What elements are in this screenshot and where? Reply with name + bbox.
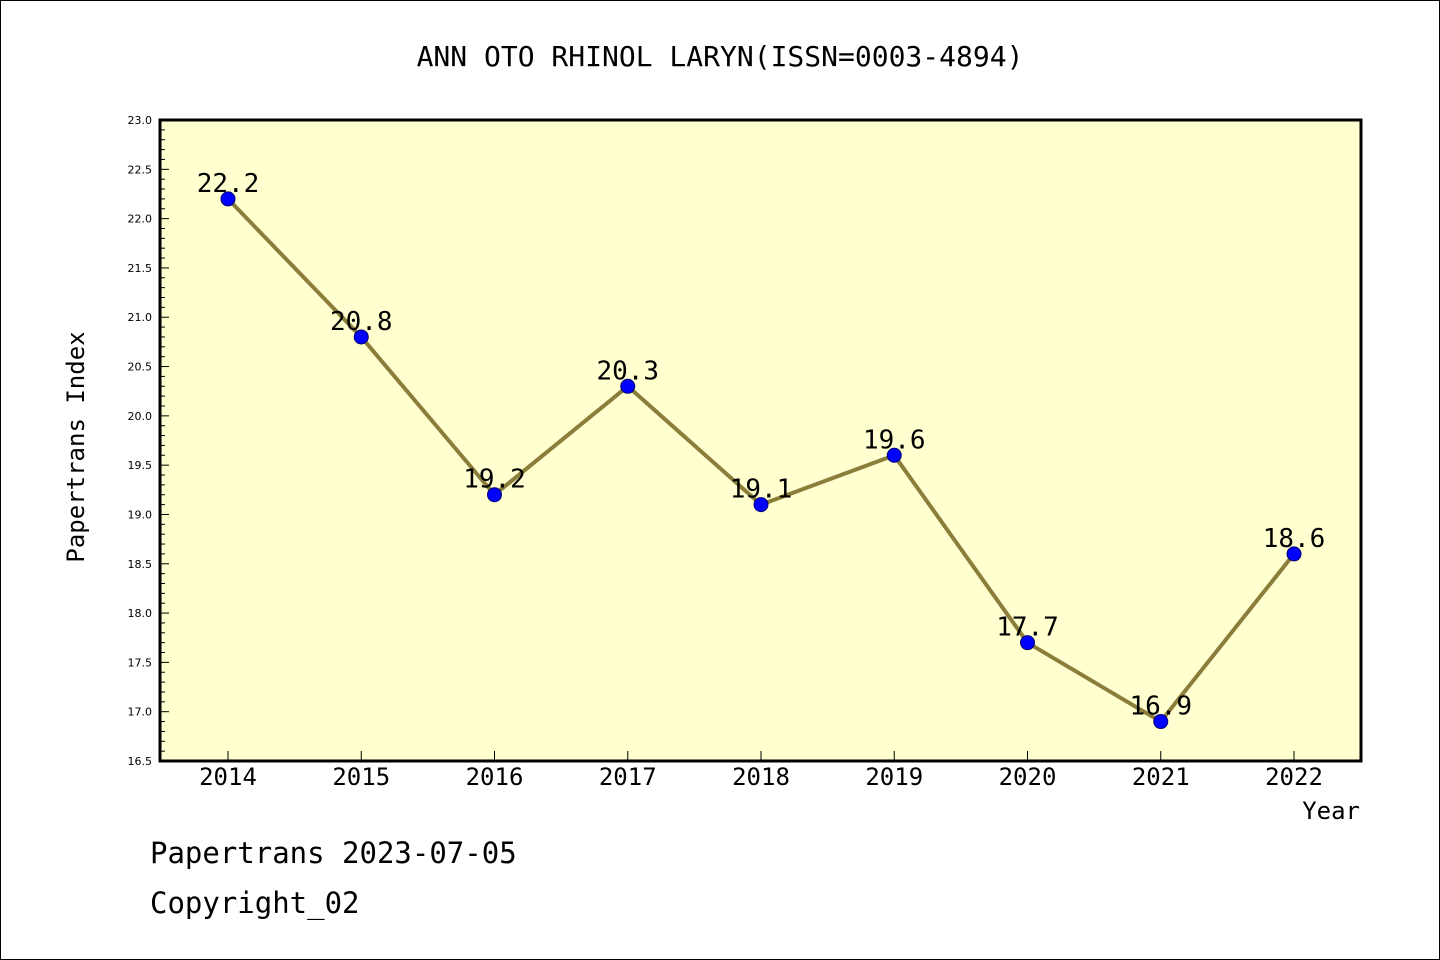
y-tick-label: 18.5 bbox=[128, 558, 153, 571]
data-label: 17.7 bbox=[996, 613, 1059, 643]
data-point bbox=[1286, 546, 1302, 562]
y-tick-label: 19.0 bbox=[128, 508, 153, 521]
series bbox=[220, 191, 1302, 730]
data-point bbox=[886, 447, 902, 463]
data-point bbox=[353, 329, 369, 345]
x-tick-label: 2020 bbox=[999, 763, 1057, 791]
y-tick-label: 16.5 bbox=[128, 755, 153, 768]
x-tick-label: 2019 bbox=[865, 763, 923, 791]
x-tick-label: 2014 bbox=[199, 763, 257, 791]
x-tick-label: 2022 bbox=[1265, 763, 1323, 791]
footer-date: Papertrans 2023-07-05 bbox=[150, 836, 517, 870]
data-label: 16.9 bbox=[1129, 692, 1192, 722]
y-tick-label: 20.0 bbox=[128, 410, 153, 423]
y-tick-label: 22.0 bbox=[128, 213, 153, 226]
x-tick-label: 2018 bbox=[732, 763, 790, 791]
chart-title: ANN OTO RHINOL LARYN(ISSN=0003-4894) bbox=[417, 40, 1024, 73]
data-point bbox=[220, 191, 236, 207]
y-tick-label: 18.0 bbox=[128, 607, 153, 620]
y-axis-label: Papertrans Index bbox=[62, 331, 90, 562]
data-label: 19.2 bbox=[463, 465, 526, 495]
footer-copyright: Copyright_02 bbox=[150, 886, 360, 920]
data-labels: 22.2 20.8 19.2 20.3 19.1 19.6 17.7 16.9 18.6 bbox=[197, 169, 1326, 722]
data-label: 20.8 bbox=[330, 307, 393, 337]
data-point bbox=[1020, 635, 1035, 651]
y-tick-label: 23.0 bbox=[128, 114, 153, 127]
x-tick-label: 2021 bbox=[1132, 763, 1190, 791]
y-tick-label: 17.0 bbox=[128, 706, 153, 719]
y-axis: 16.5 17.0 17.5 18.0 18.5 19.0 19.5 20.0 20.5 21.0… bbox=[128, 114, 169, 768]
data-label: 22.2 bbox=[197, 169, 260, 199]
y-tick-label: 21.0 bbox=[128, 311, 153, 324]
data-point bbox=[753, 497, 769, 513]
x-tick-label: 2017 bbox=[599, 763, 657, 791]
y-tick-label: 22.5 bbox=[128, 163, 153, 176]
data-label: 19.1 bbox=[730, 475, 793, 505]
data-label: 20.3 bbox=[596, 356, 659, 386]
y-tick-label: 21.5 bbox=[128, 262, 153, 275]
data-label: 18.6 bbox=[1263, 524, 1326, 554]
data-label: 19.6 bbox=[863, 425, 926, 455]
x-axis: 2014 2015 2016 2017 2018 2019 2020 2021 2022 bbox=[199, 751, 1323, 791]
y-tick-label: 19.5 bbox=[128, 459, 153, 472]
x-axis-label: Year bbox=[1302, 797, 1360, 825]
data-point bbox=[620, 378, 636, 394]
y-tick-label: 20.5 bbox=[128, 361, 153, 374]
y-tick-label: 17.5 bbox=[128, 656, 153, 669]
data-point bbox=[1153, 714, 1169, 730]
plot-area bbox=[160, 120, 1361, 761]
plot-border bbox=[158, 118, 1363, 763]
x-tick-label: 2015 bbox=[332, 763, 390, 791]
data-point bbox=[487, 487, 502, 503]
x-tick-label: 2016 bbox=[466, 763, 524, 791]
